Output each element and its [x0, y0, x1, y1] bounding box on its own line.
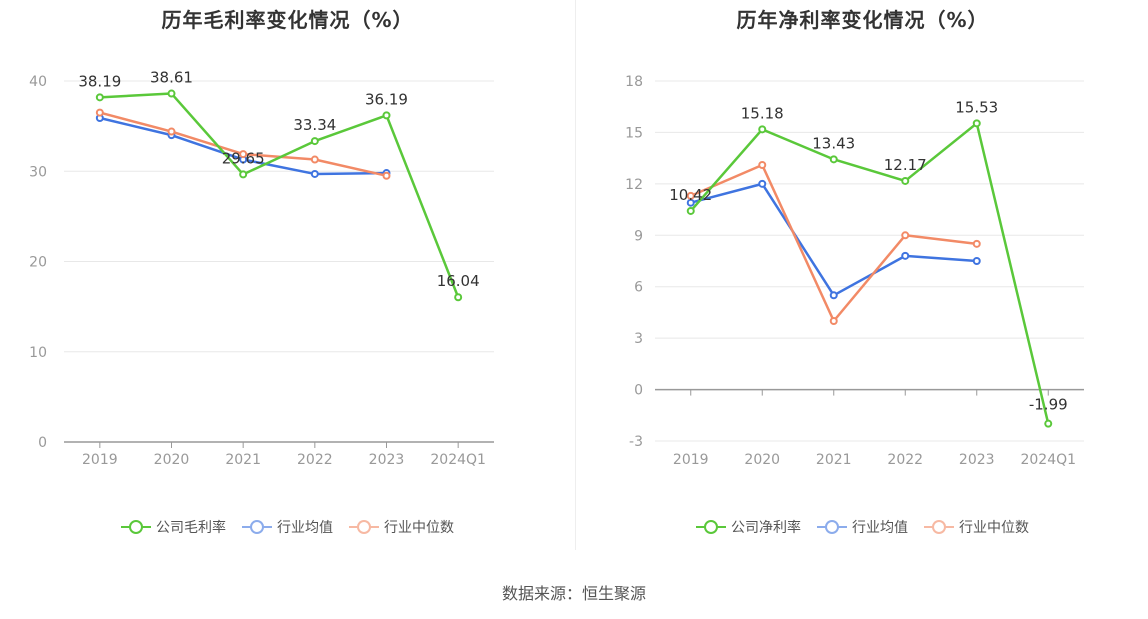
legend-item-company[interactable]: 公司净利率: [696, 517, 801, 537]
data-point-company: [829, 155, 838, 164]
data-point-avg: [972, 257, 981, 265]
data-point-company: [686, 206, 695, 215]
legend-marker-icon: [349, 520, 379, 534]
data-point-company: [454, 293, 463, 302]
legend-marker-icon: [817, 520, 847, 534]
data-label: 38.61: [150, 69, 193, 87]
gross-margin-chart-title: 历年毛利率变化情况（%）: [161, 8, 414, 32]
legend-marker-icon: [696, 520, 726, 534]
x-tick-label: 2021: [816, 452, 852, 468]
data-point-median: [382, 171, 391, 180]
data-point-company: [310, 137, 319, 146]
y-tick-label: 20: [29, 255, 47, 271]
net-margin-chart-title: 历年净利率变化情况（%）: [736, 8, 989, 32]
y-tick-label: 3: [634, 331, 643, 347]
legend-item-median[interactable]: 行业中位数: [349, 517, 454, 537]
x-tick-label: 2019: [673, 452, 709, 468]
data-label: 16.04: [437, 272, 480, 290]
data-label: 13.43: [812, 134, 855, 152]
legend-item-company[interactable]: 公司毛利率: [121, 517, 226, 537]
y-tick-label: 12: [625, 177, 643, 193]
data-point-company: [1044, 419, 1053, 428]
y-tick-label: -3: [629, 434, 643, 450]
data-point-avg: [310, 169, 319, 178]
net-margin-chart-panel: 历年净利率变化情况（%） -3 0 3 6 9 12 15 18 2019 2020 2021 202…: [577, 0, 1148, 560]
net-margin-chart: -3 0 3 6 9 12 15 18 2019 2020 2021 2022 2023 2024Q1 10…: [625, 74, 1084, 468]
y-tick-label: 18: [625, 74, 643, 90]
data-point-median: [686, 191, 695, 200]
legend-label: 公司毛利率: [156, 520, 226, 536]
data-point-median: [167, 127, 176, 136]
x-tick-label: 2022: [297, 452, 333, 468]
net-margin-legend: 公司净利率 行业均值 行业中位数: [577, 517, 1148, 538]
legend-label: 行业中位数: [384, 520, 454, 536]
data-label: 33.34: [293, 116, 336, 134]
x-tick-label: 2021: [225, 452, 261, 468]
x-tick-label: 2023: [959, 452, 995, 468]
data-point-avg: [901, 251, 910, 260]
y-tick-label: 30: [29, 164, 47, 180]
data-source-note: 数据来源：恒生聚源: [501, 584, 646, 603]
data-label: 29.65: [222, 149, 265, 167]
y-tick-label: 0: [38, 435, 47, 451]
y-tick-label: 15: [625, 125, 643, 141]
data-point-median: [239, 150, 248, 159]
legend-item-median[interactable]: 行业中位数: [924, 517, 1029, 537]
data-point-median: [972, 239, 981, 248]
gross-margin-legend: 公司毛利率 行业均值 行业中位数: [0, 517, 575, 538]
data-label: -1.99: [1029, 396, 1068, 414]
y-tick-label: 0: [634, 383, 643, 399]
data-point-median: [310, 155, 319, 164]
legend-label: 行业均值: [277, 520, 333, 536]
x-tick-label: 2020: [154, 452, 190, 468]
data-point-company: [972, 119, 981, 128]
series-line-company: [689, 122, 1050, 424]
data-point-median: [758, 161, 767, 169]
gross-margin-chart-panel: 历年毛利率变化情况（%） 0 10 20 30 40 2019 2020 2021 2022 20…: [0, 0, 575, 560]
legend-marker-icon: [242, 520, 272, 534]
data-point-avg: [758, 179, 767, 188]
x-tick-label: 2024Q1: [430, 452, 486, 468]
gross-margin-chart: 0 10 20 30 40 2019 2020 2021 2022 2023 2024Q1 38.19…: [29, 69, 494, 468]
data-point-company: [239, 170, 248, 179]
y-tick-label: 10: [29, 345, 47, 361]
y-tick-label: 6: [634, 280, 643, 296]
data-point-company: [901, 176, 910, 185]
data-point-company: [758, 125, 767, 134]
y-tick-label: 9: [634, 228, 643, 244]
panel-divider: [575, 0, 576, 550]
data-point-company: [382, 111, 391, 120]
y-tick-label: 40: [29, 74, 47, 90]
legend-item-avg[interactable]: 行业均值: [817, 517, 908, 537]
legend-marker-icon: [924, 520, 954, 534]
legend-label: 公司净利率: [731, 520, 801, 536]
x-tick-label: 2019: [82, 452, 118, 468]
data-label: 12.17: [884, 156, 927, 174]
data-label: 10.42: [669, 186, 712, 204]
legend-label: 行业均值: [852, 520, 908, 536]
data-point-company: [167, 89, 176, 98]
x-tick-label: 2020: [744, 452, 780, 468]
data-label: 38.19: [78, 72, 121, 90]
data-point-avg: [829, 291, 838, 300]
data-point-median: [95, 108, 104, 117]
data-label: 15.18: [741, 104, 784, 122]
legend-label: 行业中位数: [959, 520, 1029, 536]
data-point-median: [901, 231, 910, 240]
data-point-company: [95, 93, 104, 102]
legend-item-avg[interactable]: 行业均值: [242, 517, 333, 537]
x-tick-label: 2024Q1: [1020, 452, 1076, 468]
x-tick-label: 2022: [887, 452, 923, 468]
legend-marker-icon: [121, 520, 151, 534]
x-tick-label: 2023: [369, 452, 405, 468]
series-line-company: [99, 92, 460, 298]
data-point-median: [829, 317, 838, 325]
data-label: 36.19: [365, 90, 408, 108]
data-label: 15.53: [955, 98, 998, 116]
